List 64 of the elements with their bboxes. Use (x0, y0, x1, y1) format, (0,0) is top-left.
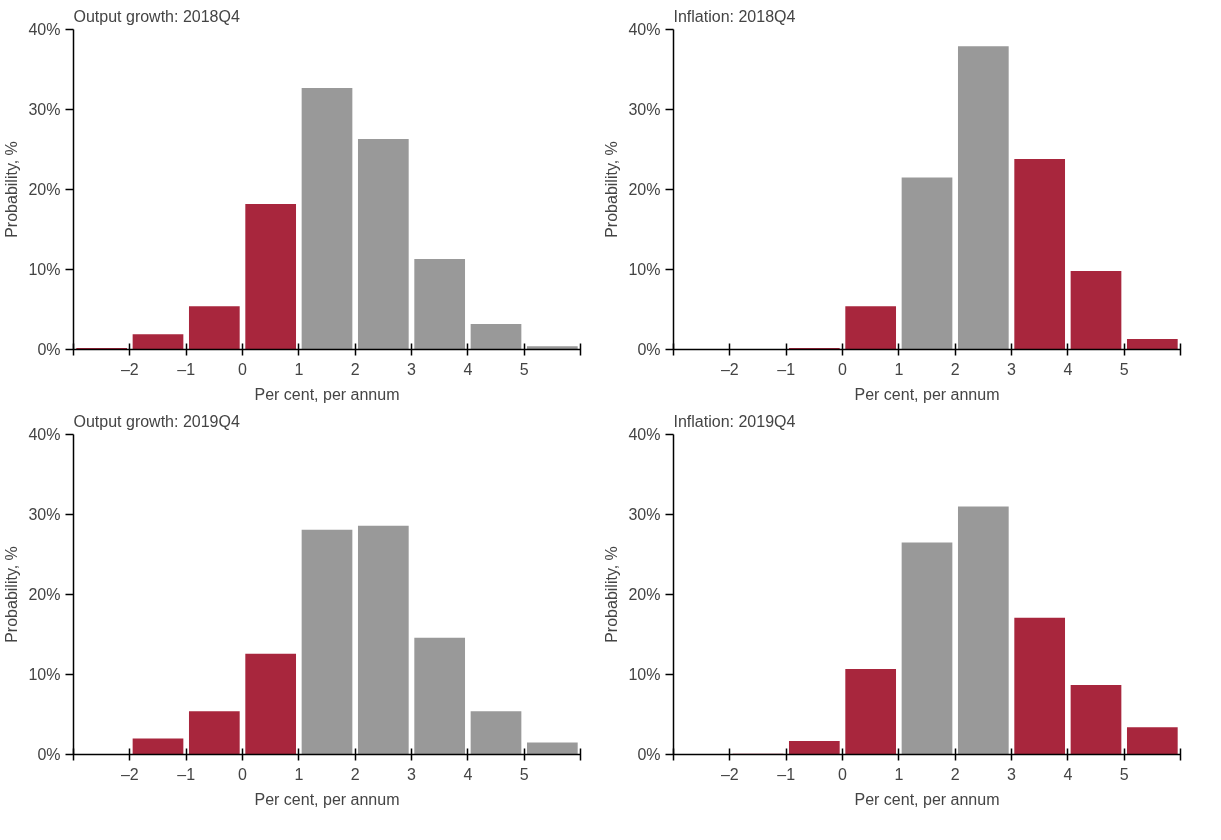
x-tick-label: –1 (177, 765, 196, 783)
y-axis-title: Probability, % (603, 546, 621, 643)
x-tick-label: –2 (120, 360, 139, 378)
y-tick-label: 40% (628, 426, 661, 443)
x-tick-label: 1 (894, 360, 904, 378)
x-axis-title: Per cent, per annum (854, 385, 1000, 403)
y-tick-label: 30% (28, 506, 61, 523)
chart-title: Inflation: 2019Q4 (673, 412, 796, 430)
x-tick-label: 4 (463, 360, 473, 378)
x-tick-label: –2 (120, 765, 139, 783)
x-tick-label: 4 (1063, 765, 1073, 783)
y-tick-label: 0% (37, 341, 61, 358)
x-tick-label: 5 (1119, 765, 1129, 783)
x-tick-label: 0 (238, 360, 248, 378)
x-tick-label: 3 (407, 360, 417, 378)
x-tick-label: –1 (777, 360, 796, 378)
x-axis-title: Per cent, per annum (854, 790, 1000, 808)
x-tick-label: 0 (238, 765, 248, 783)
y-tick-label: 10% (628, 666, 661, 683)
y-axis-title: Probability, % (603, 141, 621, 238)
x-tick-label: 2 (950, 360, 960, 378)
y-tick-label: 20% (28, 181, 61, 198)
chart-title: Output growth: 2019Q4 (73, 412, 240, 430)
x-tick-label: 2 (350, 360, 360, 378)
x-tick-label: 5 (519, 765, 529, 783)
x-tick-label: 0 (838, 765, 848, 783)
y-tick-label: 40% (628, 21, 661, 38)
x-axis-title: Per cent, per annum (254, 385, 400, 403)
y-tick-label: 10% (28, 261, 61, 278)
x-tick-label: 5 (519, 360, 529, 378)
x-tick-label: 2 (350, 765, 360, 783)
x-tick-label: –2 (720, 360, 739, 378)
x-axis-title: Per cent, per annum (254, 790, 400, 808)
x-tick-label: 3 (407, 765, 417, 783)
x-tick-label: 3 (1007, 360, 1017, 378)
y-tick-label: 0% (637, 341, 661, 358)
chart-title: Inflation: 2018Q4 (673, 7, 796, 25)
x-tick-label: 4 (463, 765, 473, 783)
x-tick-label: –2 (720, 765, 739, 783)
y-axis-title: Probability, % (3, 546, 21, 643)
x-tick-label: 5 (1119, 360, 1129, 378)
x-tick-label: 2 (950, 765, 960, 783)
y-tick-label: 10% (28, 666, 61, 683)
y-tick-label: 40% (28, 426, 61, 443)
chart-title: Output growth: 2018Q4 (73, 7, 240, 25)
x-tick-label: 1 (294, 765, 304, 783)
x-tick-label: 1 (294, 360, 304, 378)
y-tick-label: 30% (628, 101, 661, 118)
x-tick-label: 3 (1007, 765, 1017, 783)
x-tick-label: –1 (177, 360, 196, 378)
x-tick-label: 1 (894, 765, 904, 783)
x-tick-label: 0 (838, 360, 848, 378)
x-tick-label: –1 (777, 765, 796, 783)
y-tick-label: 20% (628, 586, 661, 603)
y-tick-label: 30% (628, 506, 661, 523)
y-tick-label: 30% (28, 101, 61, 118)
y-tick-label: 20% (628, 181, 661, 198)
y-tick-label: 0% (37, 746, 61, 763)
y-tick-label: 20% (28, 586, 61, 603)
y-tick-label: 0% (637, 746, 661, 763)
y-tick-label: 10% (628, 261, 661, 278)
y-axis-title: Probability, % (3, 141, 21, 238)
x-tick-label: 4 (1063, 360, 1073, 378)
y-tick-label: 40% (28, 21, 61, 38)
